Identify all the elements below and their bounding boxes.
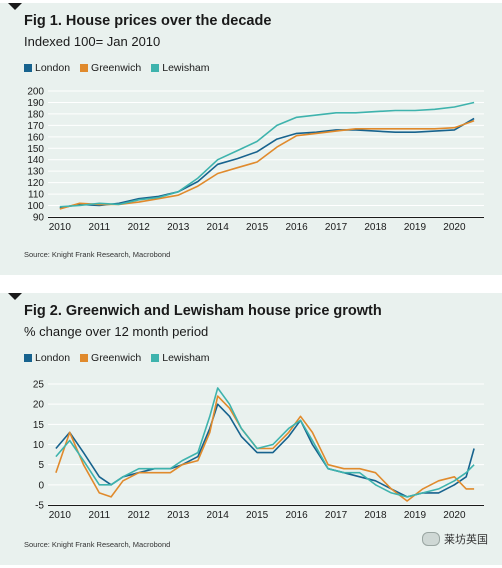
chart-subtitle: Indexed 100= Jan 2010: [24, 34, 161, 49]
y-tick-label: 140: [27, 155, 44, 166]
series-line-london: [59, 117, 475, 209]
legend-item-london: London: [24, 62, 70, 74]
x-tick-label: 2020: [443, 510, 466, 521]
y-tick-label: 25: [33, 380, 45, 391]
x-tick-label: 2019: [404, 222, 427, 233]
chart-subtitle: % change over 12 month period: [24, 324, 209, 339]
x-tick-label: 2015: [246, 510, 269, 521]
watermark-label: 莱坊英国: [444, 534, 488, 546]
series-line-london: [55, 403, 475, 498]
x-tick-label: 2010: [49, 510, 72, 521]
y-tick-label: 120: [27, 178, 44, 189]
chart-panel-2: Fig 2. Greenwich and Lewisham house pric…: [0, 293, 502, 565]
x-tick-label: 2016: [285, 510, 308, 521]
y-tick-label: 130: [27, 167, 44, 178]
y-tick-label: 190: [27, 98, 44, 109]
y-tick-label: 15: [33, 420, 45, 431]
legend-swatch-greenwich: [80, 354, 89, 362]
legend-item-london: London: [24, 352, 70, 364]
x-tick-label: 2011: [89, 222, 111, 233]
y-tick-label: 10: [33, 440, 45, 451]
y-tick-label: 110: [28, 190, 44, 201]
legend-label-lewisham: Lewisham: [162, 352, 210, 364]
x-tick-label: 2016: [285, 222, 308, 233]
x-tick-label: 2014: [207, 510, 230, 521]
legend-swatch-london: [24, 64, 32, 72]
legend-item-greenwich: Greenwich: [80, 62, 141, 74]
legend-item-lewisham: Lewisham: [151, 62, 210, 74]
chart-legend: London Greenwich Lewisham: [24, 62, 210, 74]
chart-title: Fig 1. House prices over the decade: [24, 13, 272, 29]
y-tick-label: -5: [35, 501, 44, 512]
y-tick-label: 160: [27, 132, 44, 143]
y-tick-label: 90: [33, 213, 45, 224]
x-tick-label: 2020: [443, 222, 466, 233]
y-tick-label: 150: [27, 144, 44, 155]
watermark: 莱坊英国: [422, 531, 488, 547]
y-tick-label: 200: [27, 87, 44, 98]
y-tick-label: 20: [33, 400, 45, 411]
x-tick-label: 2014: [207, 222, 230, 233]
chart-legend: London Greenwich Lewisham: [24, 352, 210, 364]
x-tick-label: 2013: [167, 222, 190, 233]
x-tick-label: 2015: [246, 222, 269, 233]
legend-swatch-lewisham: [151, 64, 160, 72]
chart-source: Source: Knight Frank Research, Macrobond: [24, 540, 171, 549]
x-tick-label: 2018: [364, 510, 387, 521]
y-tick-label: 170: [27, 121, 44, 132]
chart-title: Fig 2. Greenwich and Lewisham house pric…: [24, 303, 382, 319]
x-tick-label: 2012: [128, 510, 151, 521]
y-tick-label: 180: [27, 109, 44, 120]
legend-swatch-greenwich: [80, 64, 89, 72]
series-line-lewisham: [59, 101, 475, 208]
legend-item-greenwich: Greenwich: [80, 352, 141, 364]
wechat-icon: [422, 532, 440, 546]
y-tick-label: 5: [38, 460, 44, 471]
x-tick-label: 2010: [49, 222, 72, 233]
y-tick-label: 0: [38, 480, 44, 491]
series-line-greenwich: [59, 120, 475, 210]
legend-swatch-london: [24, 354, 32, 362]
legend-label-greenwich: Greenwich: [91, 62, 142, 74]
x-tick-label: 2017: [325, 222, 348, 233]
x-tick-label: 2013: [167, 510, 190, 521]
y-tick-label: 100: [27, 201, 44, 212]
x-tick-label: 2011: [89, 510, 111, 521]
x-tick-label: 2018: [364, 222, 387, 233]
x-tick-label: 2019: [404, 510, 427, 521]
chart-panel-1: Fig 1. House prices over the decade Inde…: [0, 3, 502, 275]
legend-swatch-lewisham: [151, 354, 160, 362]
line-chart-price-growth: -5 0 5 10 15 20 25 2010 2011 2012 2013 2014 2015 2016…: [33, 380, 484, 521]
panel-marker-icon: [8, 3, 22, 10]
legend-label-lewisham: Lewisham: [162, 62, 210, 74]
chart-source: Source: Knight Frank Research, Macrobond: [24, 250, 171, 259]
legend-label-greenwich: Greenwich: [91, 352, 142, 364]
panel-marker-icon: [8, 293, 22, 300]
x-tick-label: 2017: [325, 510, 348, 521]
legend-label-london: London: [35, 352, 71, 364]
series-line-lewisham: [55, 387, 475, 498]
legend-item-lewisham: Lewisham: [151, 352, 210, 364]
legend-label-london: London: [35, 62, 71, 74]
x-tick-label: 2012: [128, 222, 151, 233]
